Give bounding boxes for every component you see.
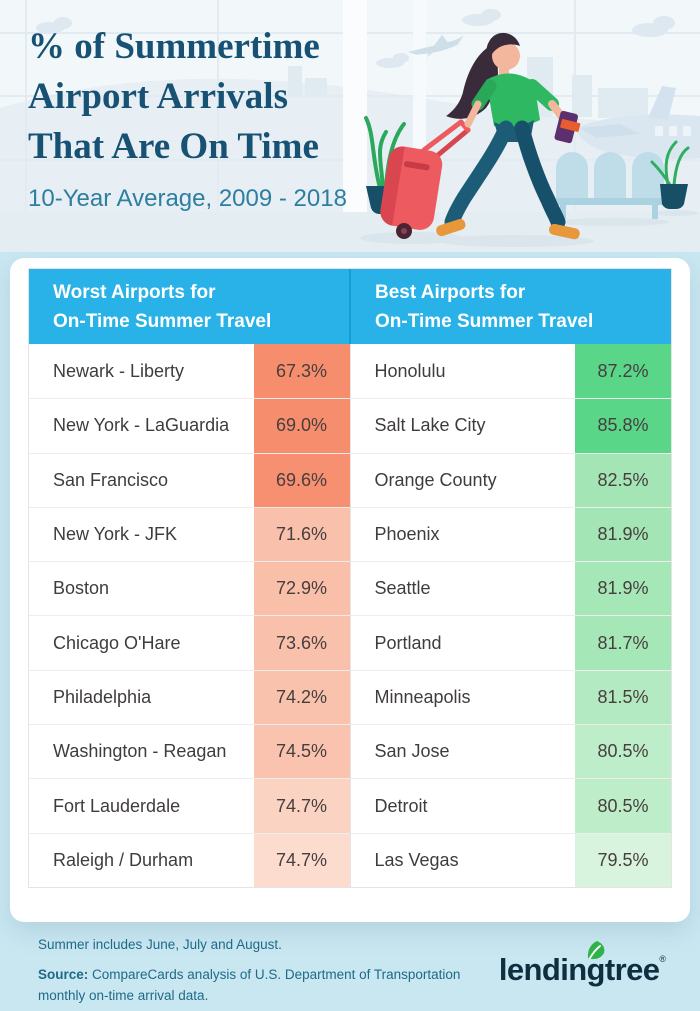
airport-name: Detroit	[374, 795, 428, 816]
traveler-woman	[436, 32, 581, 240]
airport-name: Fort Lauderdale	[53, 795, 181, 816]
airport-name: Seattle	[374, 578, 431, 599]
ontime-percentage: 74.7%	[253, 833, 350, 887]
table-body: Newark - Liberty 67.3% New York - LaGuardi…	[29, 344, 671, 887]
table-row: Washington - Reagan 74.5%	[29, 724, 350, 779]
data-card: Worst Airports for On-Time Summer Travel…	[10, 258, 690, 922]
logo-wordmark: lendingtree	[498, 951, 660, 987]
airport-name: San Francisco	[53, 469, 169, 490]
table-row: Salt Lake City 85.8%	[350, 398, 671, 453]
leaf-icon	[587, 940, 605, 960]
airport-name: Orange County	[374, 469, 497, 490]
table-row: Boston 72.9%	[29, 561, 350, 616]
ontime-percentage: 87.2%	[575, 344, 671, 399]
table-row: Seattle 81.9%	[350, 561, 671, 616]
ontime-percentage: 74.5%	[253, 725, 350, 779]
best-header-line-2: On-Time Summer Travel	[375, 311, 594, 332]
ontime-percentage: 80.5%	[575, 725, 671, 779]
airport-name: Phoenix	[374, 524, 440, 545]
airport-name: Boston	[53, 578, 110, 599]
source-text: CompareCards analysis of U.S. Department…	[38, 966, 461, 1003]
source-label: Source:	[38, 966, 89, 982]
airport-name: Newark - Liberty	[53, 360, 185, 381]
title-line-1: % of Summertime	[28, 26, 320, 67]
airport-chairs	[548, 152, 674, 219]
main-section: Worst Airports for On-Time Summer Travel…	[0, 252, 700, 1011]
table-row: Newark - Liberty 67.3%	[29, 344, 350, 399]
ontime-percentage: 69.6%	[253, 453, 350, 507]
table-header-row: Worst Airports for On-Time Summer Travel…	[29, 269, 671, 344]
worst-airports-header: Worst Airports for On-Time Summer Travel	[29, 269, 351, 344]
airport-name: New York - JFK	[53, 524, 178, 545]
table-row: New York - JFK 71.6%	[29, 506, 350, 562]
airport-name: Salt Lake City	[374, 415, 486, 436]
ontime-percentage: 85.8%	[575, 399, 671, 453]
table-row: New York - LaGuardia 69.0%	[29, 398, 350, 453]
airport-name: New York - LaGuardia	[53, 415, 230, 436]
table-row: San Francisco 69.6%	[29, 452, 350, 507]
ontime-percentage: 71.6%	[253, 507, 350, 562]
table-row: Detroit 80.5%	[350, 778, 671, 833]
table-row: Raleigh / Durham 74.7%	[29, 832, 350, 887]
ontime-percentage: 81.7%	[575, 616, 671, 670]
table-row: San Jose 80.5%	[350, 724, 671, 779]
airport-name: Washington - Reagan	[53, 741, 227, 762]
title-line-3: That Are On Time	[28, 126, 319, 167]
ontime-percentage: 72.9%	[253, 562, 350, 616]
ontime-percentage: 67.3%	[253, 344, 350, 399]
airports-table: Worst Airports for On-Time Summer Travel…	[28, 268, 672, 888]
table-row: Chicago O'Hare 73.6%	[29, 615, 350, 670]
table-row: Phoenix 81.9%	[350, 506, 671, 562]
table-row: Orange County 82.5%	[350, 452, 671, 507]
airport-traveler-illustration	[0, 0, 700, 252]
source-note: Source: CompareCards analysis of U.S. De…	[38, 965, 483, 1007]
worst-header-line-2: On-Time Summer Travel	[53, 311, 272, 332]
ontime-percentage: 82.5%	[575, 453, 671, 507]
plant-right	[650, 140, 690, 210]
table-row: Fort Lauderdale 74.7%	[29, 778, 350, 833]
footer: Summer includes June, July and August. S…	[10, 922, 690, 1011]
table-row: Las Vegas 79.5%	[350, 832, 671, 887]
ontime-percentage: 79.5%	[575, 833, 671, 887]
lendingtree-logo: lendingtree®	[498, 940, 676, 988]
ontime-percentage: 69.0%	[253, 399, 350, 453]
best-header-line-1: Best Airports for	[375, 282, 526, 303]
header-banner: % of Summertime Airport Arrivals That Ar…	[0, 0, 700, 252]
summer-footnote: Summer includes June, July and August.	[38, 936, 282, 952]
ontime-percentage: 81.9%	[575, 507, 671, 562]
ontime-percentage: 74.2%	[253, 670, 350, 725]
registered-mark: ®	[659, 953, 666, 964]
best-airports-column: Honolulu 87.2% Salt Lake City 85.8% Orange C…	[350, 344, 671, 887]
title-line-2: Airport Arrivals	[28, 76, 288, 117]
airport-name: Minneapolis	[374, 686, 471, 707]
airport-name: Chicago O'Hare	[53, 632, 181, 653]
page-title: % of Summertime Airport Arrivals That Ar…	[28, 22, 347, 172]
ontime-percentage: 80.5%	[575, 779, 671, 833]
worst-airports-column: Newark - Liberty 67.3% New York - LaGuardi…	[29, 344, 351, 887]
table-row: Honolulu 87.2%	[351, 344, 671, 399]
table-row: Minneapolis 81.5%	[350, 669, 671, 725]
ontime-percentage: 74.7%	[253, 779, 350, 833]
table-row: Portland 81.7%	[350, 615, 671, 670]
airport-name: Honolulu	[374, 360, 446, 381]
airport-name: Philadelphia	[53, 686, 152, 707]
ontime-percentage: 73.6%	[253, 616, 350, 670]
ontime-percentage: 81.5%	[575, 670, 671, 725]
airport-name: San Jose	[374, 741, 450, 762]
table-row: Philadelphia 74.2%	[29, 669, 350, 725]
red-suitcase	[380, 119, 471, 239]
worst-header-line-1: Worst Airports for	[53, 282, 216, 303]
ontime-percentage: 81.9%	[575, 562, 671, 616]
best-airports-header: Best Airports for On-Time Summer Travel	[351, 269, 671, 344]
airport-name: Portland	[374, 632, 442, 653]
airport-name: Las Vegas	[374, 849, 459, 870]
page-subtitle: 10-Year Average, 2009 - 2018	[28, 185, 347, 212]
airport-name: Raleigh / Durham	[53, 849, 194, 870]
footnotes: Summer includes June, July and August. S…	[38, 935, 483, 1011]
